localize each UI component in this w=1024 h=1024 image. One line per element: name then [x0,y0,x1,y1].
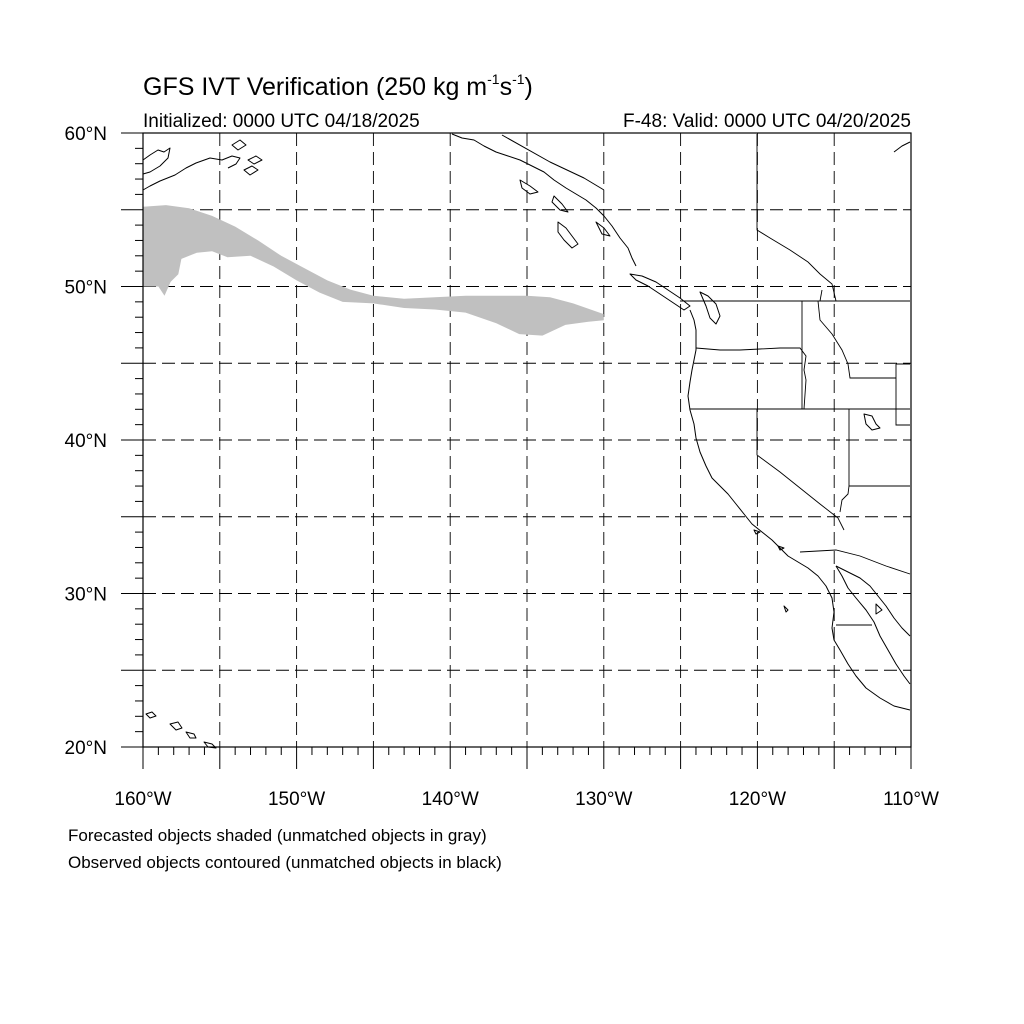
lon-label: 150°W [268,789,325,810]
lon-label: 120°W [729,789,786,810]
lat-label: 20°N [65,738,107,759]
lat-label: 50°N [65,278,107,299]
axis-ticks [121,132,912,769]
coastlines [142,133,911,749]
forecast-object-unmatched [143,205,604,336]
chart-title: GFS IVT Verification (250 kg m-1s-1) [143,71,533,101]
lon-label: 160°W [114,789,171,810]
initialized-time: Initialized: 0000 UTC 04/18/2025 [143,111,420,132]
valid-time: F-48: Valid: 0000 UTC 04/20/2025 [623,111,911,132]
lat-label: 60°N [65,124,107,145]
lon-label: 140°W [422,789,479,810]
forecast-caption: Forecasted objects shaded (unmatched obj… [68,826,487,845]
political-borders [680,134,911,626]
lat-label: 40°N [65,431,107,452]
latitude-labels: 60°N 50°N 40°N 30°N 20°N [65,124,107,759]
lat-label: 30°N [65,585,107,606]
observed-caption: Observed objects contoured (unmatched ob… [68,853,502,872]
lon-label: 110°W [883,789,939,810]
graticule [143,133,911,747]
longitude-labels: 160°W 150°W 140°W 130°W 120°W 110°W [114,789,939,810]
lon-label: 130°W [575,789,632,810]
plot-frame [142,132,912,748]
